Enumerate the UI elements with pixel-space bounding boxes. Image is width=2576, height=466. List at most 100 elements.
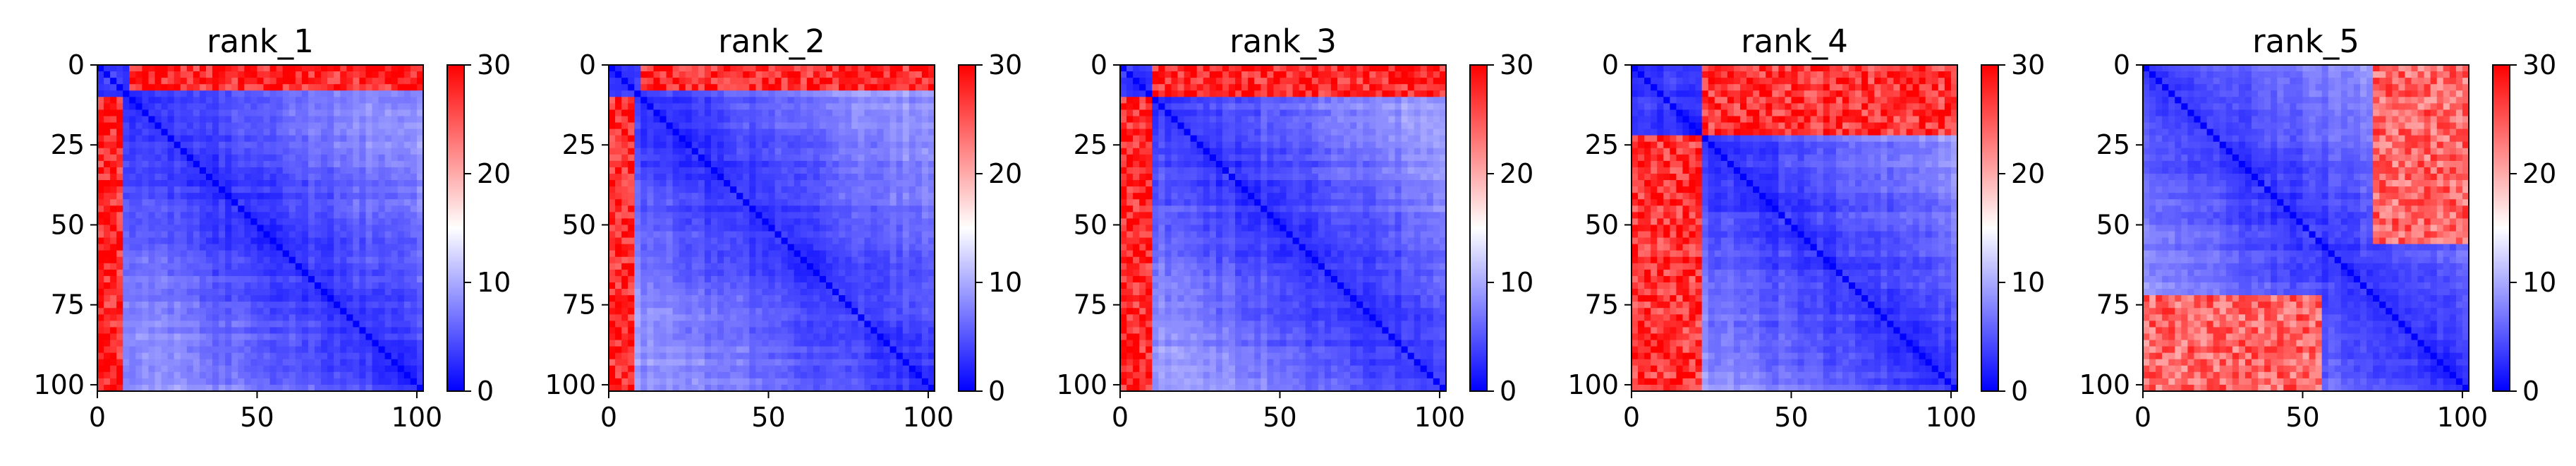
heatmap-cell	[283, 218, 290, 225]
heatmap-cell	[870, 71, 877, 78]
heatmap-cell	[667, 244, 674, 251]
heatmap-cell	[717, 301, 724, 309]
heatmap-cell	[845, 232, 852, 239]
heatmap-cell	[398, 295, 405, 302]
heatmap-cell	[385, 314, 392, 321]
heatmap-cell	[839, 136, 846, 143]
heatmap-cell	[647, 232, 654, 239]
heatmap-cell	[788, 103, 795, 110]
heatmap-cell	[193, 340, 200, 347]
heatmap-cell	[238, 65, 245, 72]
heatmap-cell	[813, 129, 820, 136]
heatmap-cell	[257, 327, 264, 334]
heatmap-cell	[97, 65, 104, 72]
heatmap-cell	[340, 161, 347, 168]
heatmap-cell	[315, 232, 322, 239]
heatmap-cell	[308, 238, 315, 245]
heatmap-cell	[851, 308, 858, 315]
heatmap-cell	[404, 372, 411, 379]
heatmap-cell	[206, 65, 213, 72]
heatmap-cell	[698, 353, 705, 360]
heatmap-cell	[807, 116, 814, 123]
heatmap-cell	[277, 289, 284, 296]
heatmap-cell	[615, 340, 622, 347]
heatmap-cell	[845, 109, 852, 116]
heatmap-cell	[302, 129, 309, 136]
heatmap-cell	[851, 148, 858, 155]
heatmap-cell	[411, 308, 418, 315]
heatmap-cell	[315, 295, 322, 302]
x-tick-label: 100	[391, 402, 443, 433]
heatmap-cell	[391, 155, 399, 162]
heatmap-cell	[327, 97, 334, 104]
heatmap-cell	[711, 327, 718, 334]
heatmap-cell	[909, 174, 916, 181]
heatmap-cell	[365, 359, 372, 366]
heatmap-cell	[634, 301, 641, 309]
heatmap-cell	[391, 308, 399, 315]
heatmap-cell	[826, 301, 833, 309]
heatmap-cell	[257, 353, 264, 360]
heatmap-cell	[807, 97, 814, 104]
heatmap-cell	[698, 251, 705, 258]
heatmap-cell	[404, 225, 411, 232]
heatmap-cell	[794, 289, 801, 296]
heatmap-cell	[621, 205, 628, 213]
heatmap-cell	[762, 251, 769, 258]
heatmap-cell	[187, 174, 194, 181]
heatmap-cell	[890, 225, 897, 232]
heatmap-cell	[673, 333, 680, 340]
heatmap-cell	[851, 116, 858, 123]
heatmap-cell	[673, 257, 680, 264]
heatmap-cell	[353, 282, 360, 289]
heatmap-cell	[135, 205, 142, 213]
heatmap-cell	[870, 103, 877, 110]
heatmap-cell	[212, 205, 219, 213]
heatmap-cell	[264, 251, 271, 258]
heatmap-cell	[832, 276, 839, 283]
heatmap-cell	[782, 308, 789, 315]
heatmap-cell	[398, 71, 405, 78]
heatmap-cell	[705, 142, 712, 149]
heatmap-cell	[264, 103, 271, 110]
heatmap-cell	[705, 193, 712, 200]
heatmap-cell	[411, 282, 418, 289]
heatmap-cell	[897, 180, 904, 187]
heatmap-cell	[686, 186, 693, 193]
heatmap-cell	[238, 205, 245, 213]
heatmap-cell	[97, 225, 104, 232]
heatmap-cell	[801, 340, 808, 347]
heatmap-cell	[903, 84, 910, 91]
heatmap-cell	[308, 103, 315, 110]
heatmap-cell	[174, 340, 181, 347]
heatmap-cell	[148, 353, 155, 360]
heatmap-cell	[257, 129, 264, 136]
heatmap-cell	[379, 314, 386, 321]
heatmap-cell	[365, 366, 372, 373]
heatmap-cell	[922, 155, 929, 162]
heatmap-cell	[181, 308, 188, 315]
heatmap-cell	[398, 347, 405, 354]
heatmap-cell	[238, 257, 245, 264]
heatmap-cell	[653, 129, 660, 136]
heatmap-cell	[283, 142, 290, 149]
heatmap-cell	[686, 333, 693, 340]
heatmap-cell	[775, 314, 782, 321]
heatmap-cell	[724, 167, 731, 174]
heatmap-cell	[864, 333, 871, 340]
heatmap-cell	[346, 148, 353, 155]
y-tick-label: 0	[68, 49, 85, 80]
heatmap-cell	[640, 65, 648, 72]
heatmap-cell	[858, 129, 865, 136]
heatmap-cell	[628, 218, 635, 225]
heatmap-cell	[686, 136, 693, 143]
heatmap-cell	[187, 257, 194, 264]
heatmap-cell	[334, 295, 341, 302]
heatmap-cell	[653, 199, 660, 206]
heatmap-cell	[839, 340, 846, 347]
heatmap-cell	[346, 136, 353, 143]
heatmap-cell	[353, 301, 360, 309]
heatmap-cell	[116, 225, 123, 232]
heatmap-cell	[353, 308, 360, 315]
heatmap-cell	[225, 372, 232, 379]
